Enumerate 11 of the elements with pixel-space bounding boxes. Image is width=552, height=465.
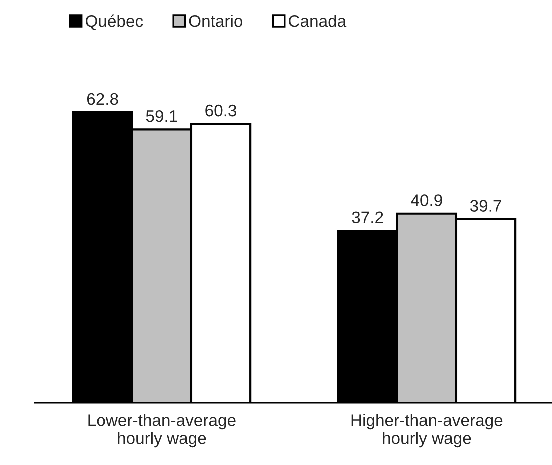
data-label: 62.8 — [87, 93, 118, 106]
legend-label: Canada — [289, 15, 347, 28]
legend-label: Ontario — [189, 15, 243, 28]
data-label: 60.3 — [206, 104, 237, 117]
legend-label: Québec — [86, 14, 144, 30]
data-label: 59.1 — [146, 110, 178, 122]
data-label: 40.9 — [411, 194, 442, 206]
data-label: 39.7 — [470, 200, 502, 212]
x-tick-label: Lower-than-average hourly wage — [88, 414, 236, 448]
data-label: 37.2 — [352, 212, 384, 224]
x-tick-label: Higher-than-average hourly wage — [352, 414, 503, 448]
